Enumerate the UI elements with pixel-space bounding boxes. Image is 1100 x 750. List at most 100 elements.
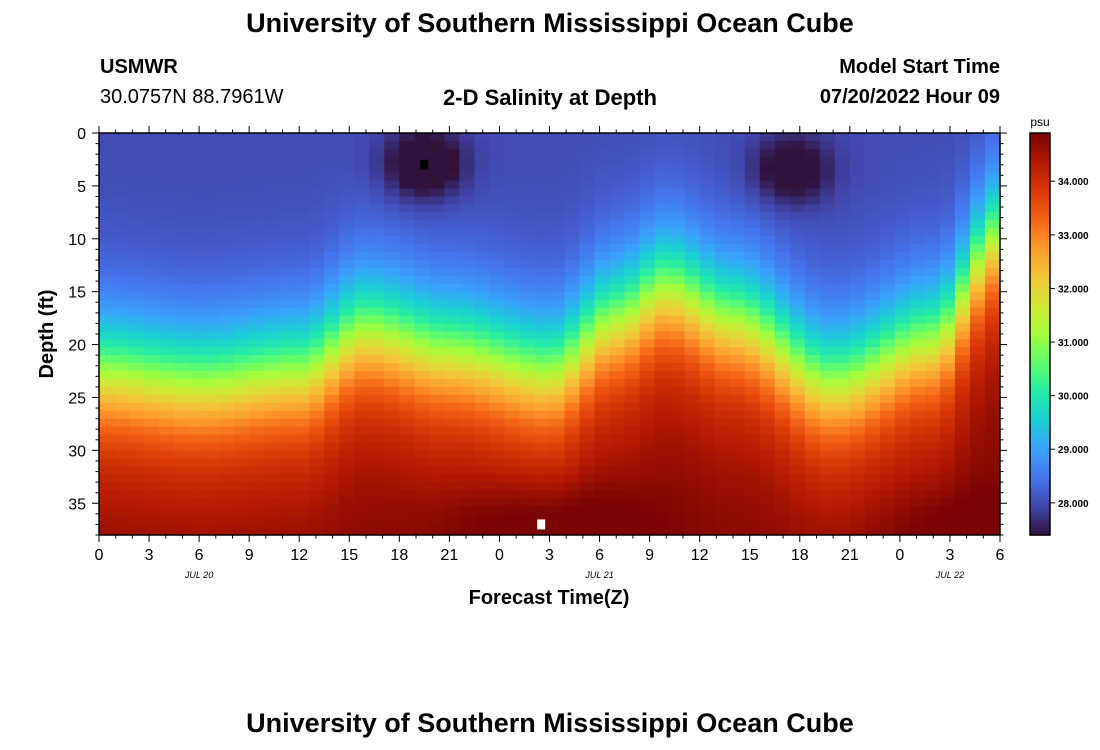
heatmap-cell <box>504 394 521 404</box>
heatmap-cell <box>549 426 566 436</box>
heatmap-cell <box>669 188 686 198</box>
heatmap-cell <box>399 164 415 174</box>
heatmap-cell <box>309 331 325 340</box>
heatmap-cell <box>234 172 250 182</box>
heatmap-cell <box>459 259 476 269</box>
heatmap-cell <box>489 244 506 253</box>
heatmap-cell <box>309 529 325 535</box>
heatmap-cell <box>444 466 460 475</box>
heatmap-cell <box>624 196 641 205</box>
heatmap-cell <box>279 228 295 237</box>
heatmap-cell <box>714 156 731 166</box>
heatmap-cell <box>204 339 220 348</box>
heatmap-cell <box>429 355 445 364</box>
heatmap-cell <box>669 386 686 396</box>
heatmap-cell <box>324 410 340 420</box>
heatmap-cell <box>219 363 235 372</box>
heatmap-cell <box>324 148 340 158</box>
heatmap-cell <box>249 371 265 380</box>
heatmap-cell <box>939 196 956 205</box>
heatmap-cell <box>669 426 686 436</box>
heatmap-cell <box>849 133 866 142</box>
colorbar-swatch <box>1030 344 1050 348</box>
heatmap-cell <box>759 275 776 285</box>
heatmap-cell <box>804 315 821 325</box>
heatmap-cell <box>849 418 866 428</box>
heatmap-cell <box>159 204 175 213</box>
heatmap-cell <box>264 410 280 420</box>
heatmap-cell <box>624 347 641 356</box>
heatmap-cell <box>819 529 836 535</box>
heatmap-cell <box>144 434 160 444</box>
heatmap-cell <box>504 244 521 253</box>
heatmap-cell <box>789 148 806 158</box>
heatmap-cell <box>129 196 145 205</box>
heatmap-cell <box>384 259 400 269</box>
heatmap-cell <box>204 220 220 229</box>
heatmap-cell <box>744 331 761 340</box>
heatmap-cell <box>984 307 1000 317</box>
heatmap-cell <box>189 148 205 158</box>
heatmap-cell <box>399 505 415 515</box>
heatmap-cell <box>684 267 701 277</box>
heatmap-cell <box>669 283 686 293</box>
heatmap-cell <box>324 347 340 356</box>
heatmap-cell <box>174 236 190 245</box>
heatmap-cell <box>699 497 716 507</box>
heatmap-cell <box>564 259 581 269</box>
heatmap-cell <box>819 307 836 317</box>
heatmap-cell <box>324 291 340 301</box>
heatmap-cell <box>534 402 551 412</box>
heatmap-cell <box>309 466 325 475</box>
heatmap-cell <box>984 363 1000 372</box>
heatmap-cell <box>579 259 596 269</box>
heatmap-cell <box>174 156 190 166</box>
heatmap-cell <box>114 156 130 166</box>
heatmap-cell <box>219 140 235 150</box>
heatmap-cell <box>519 458 536 467</box>
heatmap-cell <box>99 513 115 523</box>
heatmap-cell <box>264 204 280 213</box>
heatmap-cell <box>909 315 926 325</box>
heatmap-cell <box>879 450 896 459</box>
heatmap-cell <box>879 164 896 174</box>
heatmap-cell <box>159 236 175 245</box>
heatmap-cell <box>804 133 821 142</box>
heatmap-cell <box>369 188 385 198</box>
heatmap-cell <box>894 156 911 166</box>
heatmap-cell <box>129 315 145 325</box>
heatmap-cell <box>189 466 205 475</box>
heatmap-cell <box>324 418 340 428</box>
heatmap-cell <box>939 307 956 317</box>
heatmap-cell <box>114 347 130 356</box>
heatmap-cell <box>774 529 791 535</box>
heatmap-cell <box>834 378 851 388</box>
heatmap-cell <box>144 307 160 317</box>
heatmap-cell <box>129 513 145 523</box>
heatmap-cell <box>639 307 656 317</box>
heatmap-cell <box>789 450 806 459</box>
heatmap-cell <box>669 236 686 245</box>
heatmap-cell <box>159 402 175 412</box>
heatmap-cell <box>354 434 370 444</box>
heatmap-cell <box>894 172 911 182</box>
heatmap-cell <box>444 164 460 174</box>
heatmap-cell <box>489 521 506 531</box>
heatmap-cell <box>909 402 926 412</box>
heatmap-cell <box>699 252 716 261</box>
heatmap-cell <box>174 466 190 475</box>
heatmap-cell <box>774 394 791 404</box>
heatmap-cell <box>219 307 235 317</box>
heatmap-cell <box>429 402 445 412</box>
heatmap-cell <box>699 442 716 451</box>
heatmap-cell <box>609 458 626 467</box>
heatmap-cell <box>489 236 506 245</box>
heatmap-cell <box>414 339 430 348</box>
heatmap-cell <box>219 133 235 142</box>
heatmap-cell <box>414 323 430 332</box>
heatmap-cell <box>729 442 746 451</box>
heatmap-cell <box>714 259 731 269</box>
heatmap-cell <box>819 315 836 325</box>
heatmap-cell <box>954 307 971 317</box>
heatmap-cell <box>144 355 160 364</box>
